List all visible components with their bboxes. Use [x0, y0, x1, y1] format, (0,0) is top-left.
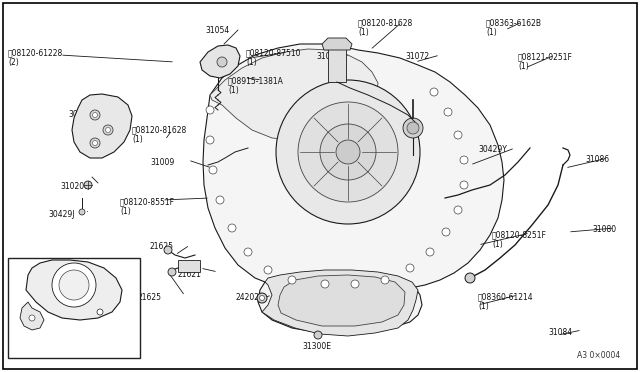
Circle shape: [93, 112, 97, 118]
Circle shape: [244, 248, 252, 256]
Circle shape: [336, 140, 360, 164]
Circle shape: [276, 80, 420, 224]
Circle shape: [320, 124, 376, 180]
Circle shape: [29, 315, 35, 321]
Polygon shape: [322, 38, 352, 50]
Circle shape: [59, 270, 89, 300]
Polygon shape: [20, 302, 44, 330]
Text: 21625: 21625: [138, 293, 162, 302]
Circle shape: [206, 136, 214, 144]
Circle shape: [90, 110, 100, 120]
Circle shape: [444, 108, 452, 116]
Polygon shape: [262, 270, 418, 336]
Text: ⒲08120-61228
(2): ⒲08120-61228 (2): [8, 48, 63, 67]
Text: 31054: 31054: [205, 26, 229, 35]
Text: 30429Y: 30429Y: [68, 110, 97, 119]
Bar: [8, 258, 140, 358]
Circle shape: [103, 125, 113, 135]
Text: 30429J: 30429J: [48, 210, 74, 219]
Text: ⒲08120-8251F
(1): ⒲08120-8251F (1): [492, 230, 547, 249]
Polygon shape: [200, 45, 240, 78]
Text: 31072: 31072: [405, 52, 429, 61]
Circle shape: [454, 206, 462, 214]
Text: 31020C: 31020C: [60, 182, 90, 191]
Circle shape: [217, 57, 227, 67]
Circle shape: [430, 88, 438, 96]
Circle shape: [381, 276, 389, 284]
Circle shape: [206, 106, 214, 114]
Circle shape: [298, 102, 398, 202]
Text: ⒲08120-8551F
(1): ⒲08120-8551F (1): [120, 197, 175, 217]
Circle shape: [52, 263, 96, 307]
Text: ⒮08360-61214
(1): ⒮08360-61214 (1): [478, 292, 534, 311]
Text: 31080: 31080: [592, 225, 616, 234]
Circle shape: [288, 276, 296, 284]
Text: 24202B: 24202B: [236, 293, 265, 302]
Circle shape: [406, 264, 414, 272]
Circle shape: [257, 293, 267, 303]
Text: ⒲08915-1381A
(1): ⒲08915-1381A (1): [228, 76, 284, 95]
Circle shape: [460, 181, 468, 189]
Polygon shape: [210, 49, 378, 140]
Circle shape: [314, 331, 322, 339]
Polygon shape: [278, 275, 405, 326]
Circle shape: [321, 280, 329, 288]
Circle shape: [209, 166, 217, 174]
Polygon shape: [26, 260, 122, 320]
Text: ⒲08120-81628
(1): ⒲08120-81628 (1): [358, 18, 413, 38]
Circle shape: [351, 280, 359, 288]
Text: ⒲08120-87510
(1): ⒲08120-87510 (1): [246, 48, 301, 67]
Circle shape: [442, 228, 450, 236]
Text: DIE: DIE: [14, 266, 27, 275]
Text: 21625: 21625: [150, 242, 174, 251]
Circle shape: [79, 209, 85, 215]
Circle shape: [90, 138, 100, 148]
Text: 31300E: 31300E: [302, 342, 331, 351]
Circle shape: [93, 141, 97, 145]
Circle shape: [164, 246, 172, 254]
Text: 21621: 21621: [178, 270, 202, 279]
Circle shape: [168, 268, 176, 276]
Polygon shape: [203, 44, 504, 334]
Text: ⒮08363-6162B
(1): ⒮08363-6162B (1): [486, 18, 542, 38]
Circle shape: [106, 128, 111, 132]
Text: 31009: 31009: [150, 158, 174, 167]
Circle shape: [465, 273, 475, 283]
Text: 31020M: 31020M: [316, 52, 347, 61]
Circle shape: [460, 156, 468, 164]
Bar: [178, 260, 200, 272]
Circle shape: [454, 131, 462, 139]
Text: ⒲08120-81628
(1): ⒲08120-81628 (1): [132, 125, 188, 144]
Polygon shape: [72, 94, 132, 158]
Circle shape: [216, 196, 224, 204]
Circle shape: [84, 181, 92, 189]
Circle shape: [228, 224, 236, 232]
Text: 32710M: 32710M: [358, 115, 388, 124]
Text: A3 0×0004: A3 0×0004: [577, 351, 620, 360]
Circle shape: [264, 266, 272, 274]
Circle shape: [403, 118, 423, 138]
Circle shape: [259, 295, 264, 301]
Text: 31084: 31084: [548, 328, 572, 337]
Circle shape: [97, 309, 103, 315]
Circle shape: [426, 248, 434, 256]
Circle shape: [407, 122, 419, 134]
Bar: [328, 44, 346, 82]
Text: 31086: 31086: [585, 155, 609, 164]
Text: 31042: 31042: [90, 330, 114, 339]
Text: ⒲08121-0251F
(1): ⒲08121-0251F (1): [518, 52, 573, 71]
Text: 30429Y: 30429Y: [478, 145, 507, 154]
